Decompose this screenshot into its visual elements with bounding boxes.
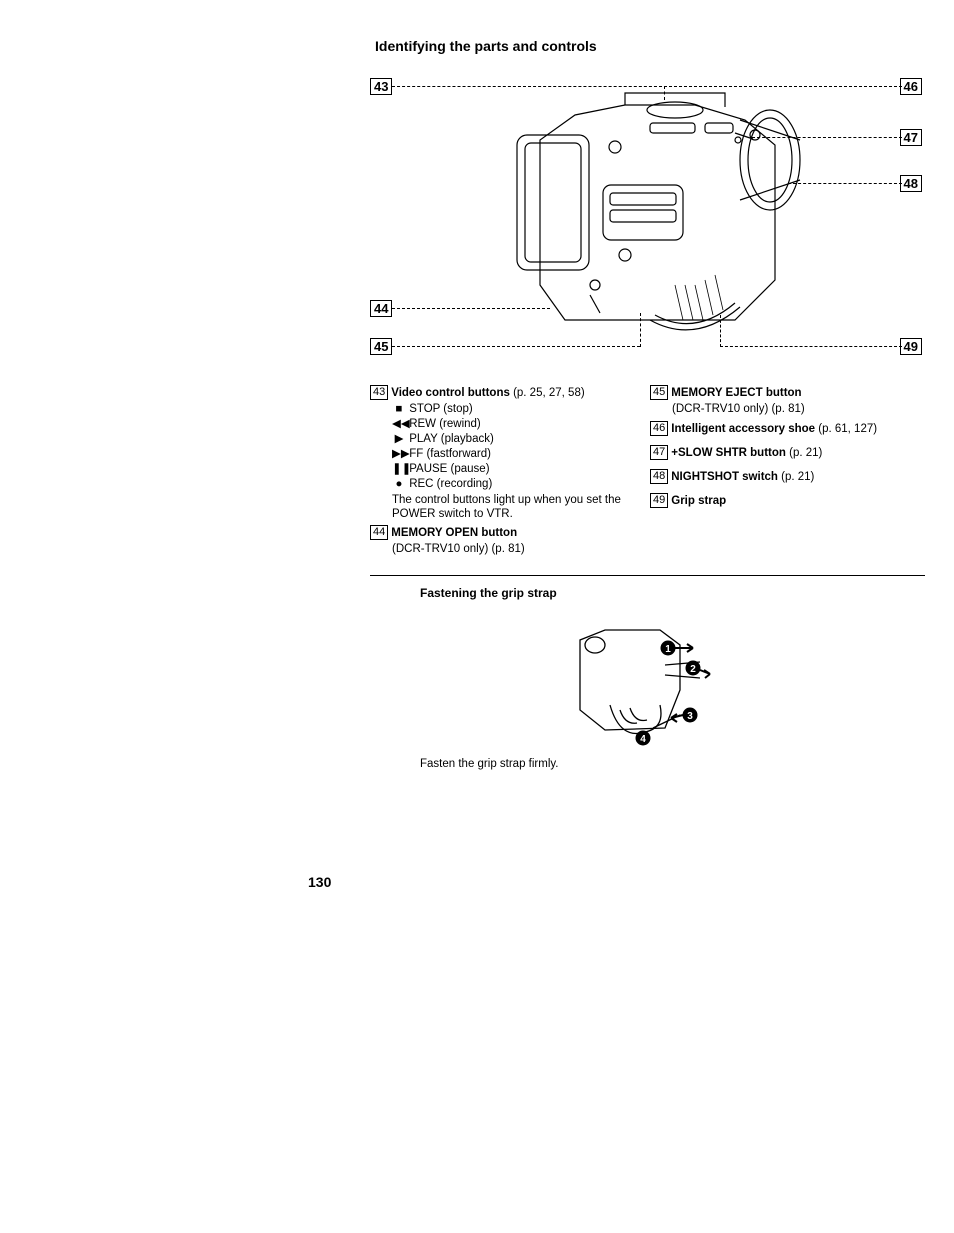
item-45-title: MEMORY EJECT button [671, 387, 801, 399]
manual-page: Identifying the parts and controls 43 44… [0, 0, 954, 1233]
symbol-play-icon: ▶ [392, 432, 406, 447]
item-43-note: The control buttons light up when you se… [370, 493, 650, 521]
right-column: 45MEMORY EJECT button (DCR-TRV10 only) (… [650, 385, 930, 557]
item-46-title: Intelligent accessory shoe [671, 423, 815, 435]
left-column: 43Video control buttons (p. 25, 27, 58) … [370, 385, 650, 557]
callout-47: 47 [900, 129, 922, 146]
item-44-subtitle: (DCR-TRV10 only) (p. 81) [370, 542, 650, 557]
item-48: 48NIGHTSHOT switch (p. 21) [650, 469, 930, 485]
label-rec: REC (recording) [409, 478, 492, 490]
callout-49: 49 [900, 338, 922, 355]
step-4: 4 [640, 734, 646, 745]
symbol-ff-icon: ▶▶ [392, 447, 406, 462]
label-rew: REW (rewind) [409, 418, 481, 430]
item-num-48: 48 [650, 469, 668, 484]
callout-45: 45 [370, 338, 392, 355]
camcorder-illustration [495, 85, 825, 345]
item-46-suffix: (p. 61, 127) [815, 423, 877, 435]
step-3: 3 [687, 711, 693, 722]
grip-illustration: 1 2 3 4 [565, 620, 715, 750]
item-44-title: MEMORY OPEN button [391, 527, 517, 539]
item-47-suffix: (p. 21) [786, 447, 822, 459]
callout-48: 48 [900, 175, 922, 192]
item-num-44: 44 [370, 525, 388, 540]
item-43: 43Video control buttons (p. 25, 27, 58) [370, 385, 650, 401]
item-num-45: 45 [650, 385, 668, 400]
label-ff: FF (fastforward) [409, 448, 491, 460]
item-44: 44MEMORY OPEN button [370, 525, 650, 541]
leader-45 [392, 346, 640, 347]
grip-caption: Fasten the grip strap firmly. [420, 758, 558, 770]
item-num-43: 43 [370, 385, 388, 400]
item-45: 45MEMORY EJECT button [650, 385, 930, 401]
section-divider [370, 575, 925, 576]
item-45-subtitle: (DCR-TRV10 only) (p. 81) [650, 402, 930, 417]
sub-rew: ◀◀ REW (rewind) [370, 417, 650, 432]
label-play: PLAY (playback) [409, 433, 494, 445]
leader-49 [720, 346, 902, 347]
step-2: 2 [690, 664, 696, 675]
grip-section-title: Fastening the grip strap [420, 586, 557, 600]
sub-ff: ▶▶ FF (fastforward) [370, 447, 650, 462]
symbol-pause-icon: ❚❚ [392, 462, 406, 477]
callout-46: 46 [900, 78, 922, 95]
symbol-rec-icon: ● [392, 477, 406, 492]
callout-44: 44 [370, 300, 392, 317]
item-num-46: 46 [650, 421, 668, 436]
item-49: 49Grip strap [650, 493, 930, 509]
item-47: 47+SLOW SHTR button (p. 21) [650, 445, 930, 461]
page-number: 130 [308, 874, 331, 890]
item-46: 46Intelligent accessory shoe (p. 61, 127… [650, 421, 930, 437]
step-1: 1 [665, 644, 671, 655]
sub-stop: ■ STOP (stop) [370, 402, 650, 417]
section-title: Identifying the parts and controls [375, 38, 597, 54]
callout-43: 43 [370, 78, 392, 95]
item-49-title: Grip strap [671, 495, 726, 507]
item-num-49: 49 [650, 493, 668, 508]
symbol-stop-icon: ■ [392, 402, 406, 417]
item-47-title: +SLOW SHTR button [671, 447, 786, 459]
item-num-47: 47 [650, 445, 668, 460]
item-43-title: Video control buttons [391, 387, 510, 399]
label-pause: PAUSE (pause) [409, 463, 489, 475]
item-48-suffix: (p. 21) [778, 471, 814, 483]
symbol-rewind-icon: ◀◀ [392, 417, 406, 432]
item-43-suffix: (p. 25, 27, 58) [510, 387, 585, 399]
sub-play: ▶ PLAY (playback) [370, 432, 650, 447]
item-48-title: NIGHTSHOT switch [671, 471, 778, 483]
label-stop: STOP (stop) [409, 403, 473, 415]
sub-pause: ❚❚ PAUSE (pause) [370, 462, 650, 477]
sub-rec: ● REC (recording) [370, 477, 650, 492]
item-descriptions: 43Video control buttons (p. 25, 27, 58) … [370, 385, 930, 557]
